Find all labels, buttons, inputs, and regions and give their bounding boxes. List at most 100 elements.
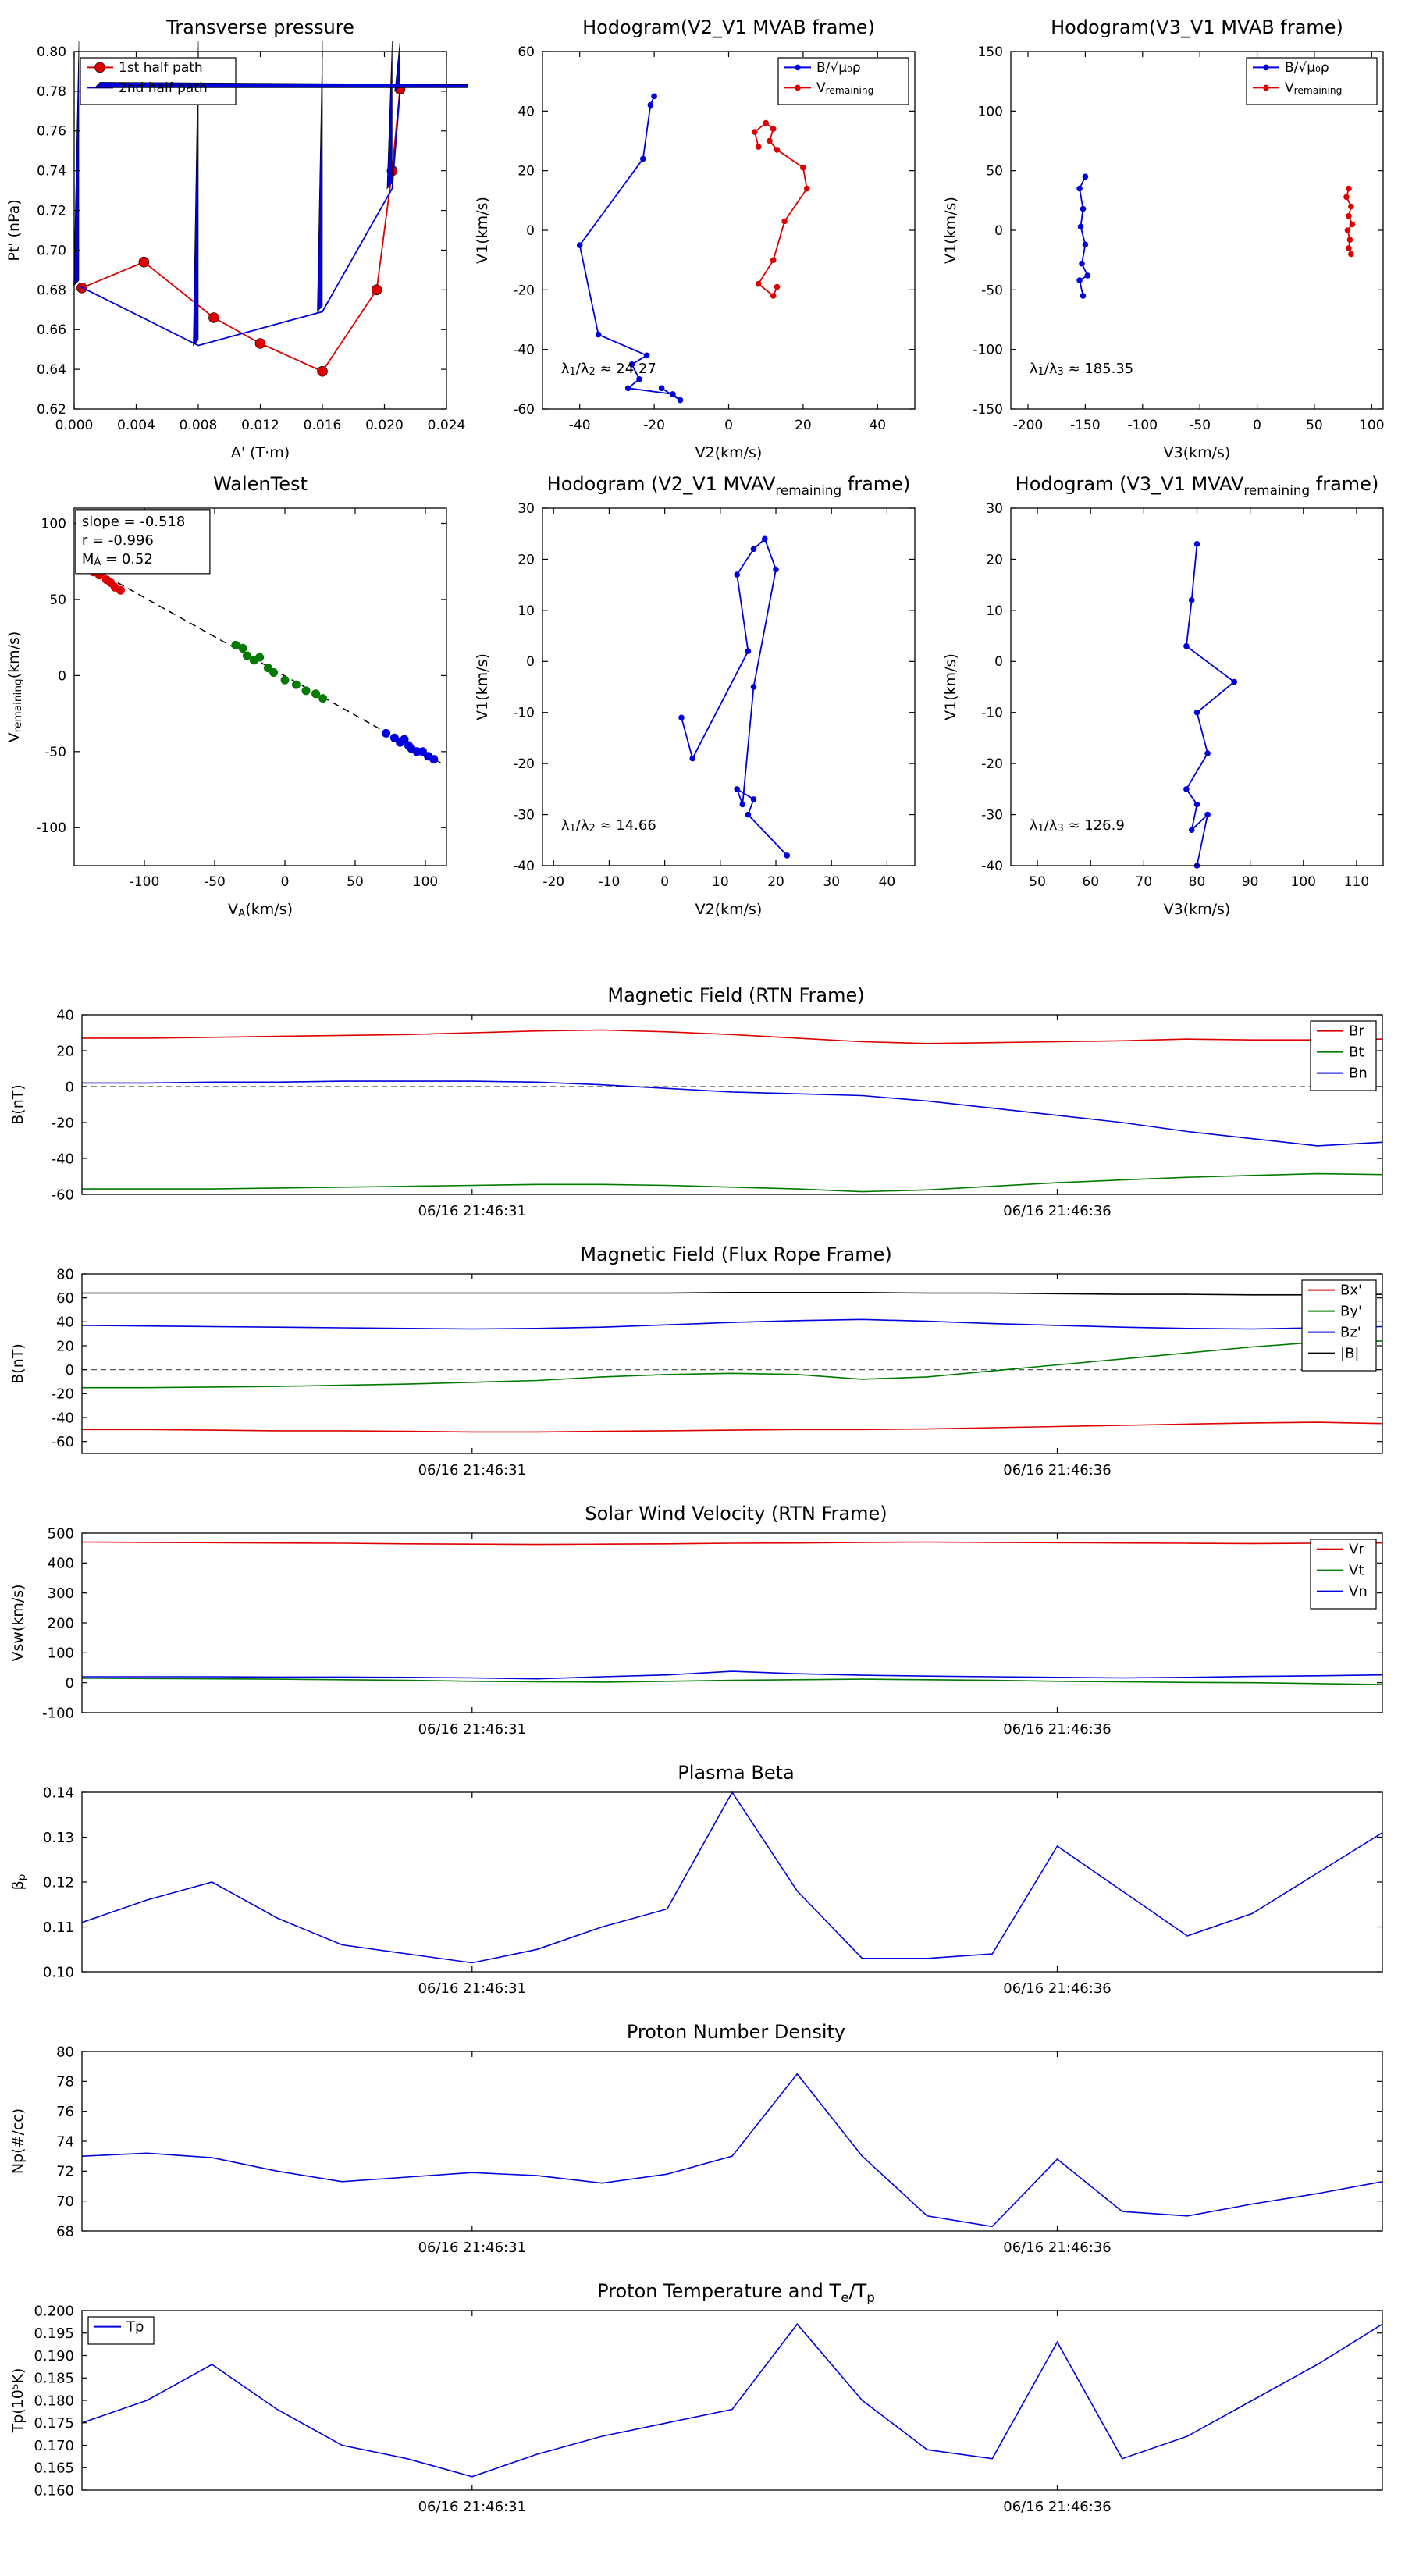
svg-text:30: 30 bbox=[823, 874, 840, 890]
chart-svg: 06/16 21:46:31 06/16 21:46:36 0.160 0.165 0.… bbox=[4, 2303, 1393, 2531]
svg-text:06/16 21:46:31: 06/16 21:46:31 bbox=[418, 1721, 526, 1738]
svg-text:10: 10 bbox=[518, 603, 535, 619]
svg-text:Vt: Vt bbox=[1349, 1563, 1364, 1579]
svg-text:0.016: 0.016 bbox=[304, 418, 342, 433]
svg-text:0.175: 0.175 bbox=[34, 2415, 74, 2432]
chart-canvas-plasma-beta: 06/16 21:46:31 06/16 21:46:36 0.10 0.11 0.12… bbox=[4, 1784, 1401, 2016]
svg-text:-20: -20 bbox=[513, 756, 535, 772]
svg-text:0: 0 bbox=[66, 1675, 74, 1692]
svg-text:60: 60 bbox=[56, 1290, 74, 1307]
svg-text:2nd half path: 2nd half path bbox=[119, 80, 208, 96]
svg-text:60: 60 bbox=[518, 44, 535, 60]
svg-text:40: 40 bbox=[56, 1009, 74, 1023]
chart-svg: 06/16 21:46:31 06/16 21:46:36 -60 -40 -20 0 20… bbox=[4, 1266, 1393, 1494]
svg-text:0.62: 0.62 bbox=[37, 402, 66, 418]
chart-canvas-hodogram-v2v1-mvab: -40 -20 0 20 40 -60 -40 -20 0 20 40 60 V2(km/s) V1(km… bbox=[468, 41, 937, 468]
svg-text:-60: -60 bbox=[52, 1434, 74, 1450]
svg-text:70: 70 bbox=[56, 2194, 74, 2210]
svg-text:VA(km/s): VA(km/s) bbox=[228, 901, 293, 920]
svg-text:slope = -0.518: slope = -0.518 bbox=[82, 514, 185, 530]
svg-text:06/16 21:46:36: 06/16 21:46:36 bbox=[1003, 1462, 1111, 1478]
svg-text:70: 70 bbox=[1136, 874, 1153, 890]
svg-text:40: 40 bbox=[879, 874, 896, 890]
svg-text:MA = 0.52: MA = 0.52 bbox=[82, 551, 153, 568]
chart-title-solar-wind-velocity: Solar Wind Velocity (RTN Frame) bbox=[585, 1503, 887, 1525]
svg-text:By': By' bbox=[1340, 1304, 1362, 1320]
chart-canvas-proton-temperature: 06/16 21:46:31 06/16 21:46:36 0.160 0.165 0.… bbox=[4, 2303, 1401, 2534]
svg-text:Tp: Tp bbox=[126, 2319, 144, 2336]
svg-text:100: 100 bbox=[978, 104, 1003, 119]
svg-text:-100: -100 bbox=[1127, 418, 1158, 433]
svg-text:0: 0 bbox=[281, 874, 290, 890]
time-series-stack: Magnetic Field (RTN Frame) 06/16 21:46:3… bbox=[0, 982, 1405, 2531]
svg-text:-20: -20 bbox=[52, 1386, 74, 1403]
svg-text:50: 50 bbox=[1029, 874, 1046, 890]
svg-text:-50: -50 bbox=[981, 283, 1003, 298]
chart-svg: -200 -150 -100 -50 0 50 100 -150 -100 -50 0 50 100 15… bbox=[937, 41, 1405, 465]
svg-text:V3(km/s): V3(km/s) bbox=[1164, 444, 1231, 461]
svg-text:0.000: 0.000 bbox=[55, 418, 94, 433]
svg-text:0: 0 bbox=[66, 1079, 74, 1095]
svg-text:0.74: 0.74 bbox=[37, 164, 66, 180]
svg-text:Vr: Vr bbox=[1349, 1542, 1364, 1558]
chart-title-transverse-pressure: Transverse pressure bbox=[166, 16, 354, 38]
svg-text:-40: -40 bbox=[52, 1410, 74, 1426]
svg-text:06/16 21:46:31: 06/16 21:46:31 bbox=[418, 1462, 526, 1478]
svg-text:-20: -20 bbox=[643, 418, 665, 433]
chart-proton-temperature: Proton Temperature and Te/Tp 06/16 21:46… bbox=[4, 2278, 1401, 2531]
svg-text:50: 50 bbox=[347, 874, 364, 890]
svg-text:-150: -150 bbox=[973, 402, 1003, 418]
svg-text:-10: -10 bbox=[599, 874, 621, 890]
svg-text:0.68: 0.68 bbox=[37, 283, 66, 298]
svg-text:0.190: 0.190 bbox=[34, 2348, 74, 2364]
chart-title-magnetic-field-rtn: Magnetic Field (RTN Frame) bbox=[607, 984, 865, 1006]
svg-text:V1(km/s): V1(km/s) bbox=[942, 653, 959, 720]
svg-text:r = -0.996: r = -0.996 bbox=[82, 532, 154, 549]
chart-svg: 06/16 21:46:31 06/16 21:46:36 68 70 72 74 76 78… bbox=[4, 2044, 1393, 2272]
svg-text:06/16 21:46:31: 06/16 21:46:31 bbox=[418, 2240, 526, 2256]
chart-canvas-hodogram-v3v1-mvav: 50 60 70 80 90 100 110 -40 -30 -20 -10 0 10 20 30 V3(km… bbox=[937, 497, 1405, 925]
chart-hodogram-v2v1-mvav: Hodogram (V2_V1 MVAVremaining frame) -20… bbox=[468, 471, 937, 923]
svg-text:B(nT): B(nT) bbox=[9, 1343, 27, 1384]
svg-text:0: 0 bbox=[994, 654, 1003, 670]
svg-text:76: 76 bbox=[56, 2104, 74, 2120]
svg-text:0.160: 0.160 bbox=[34, 2482, 74, 2499]
svg-text:1st half path: 1st half path bbox=[119, 60, 203, 76]
chart-svg: -100 -50 0 50 100-100-50050100VA(km/s)Vremai… bbox=[0, 497, 468, 922]
svg-text:0.66: 0.66 bbox=[37, 322, 66, 338]
svg-text:0: 0 bbox=[58, 668, 66, 684]
svg-text:0.76: 0.76 bbox=[37, 124, 66, 140]
svg-text:30: 30 bbox=[986, 501, 1003, 517]
chart-plasma-beta: Plasma Beta 06/16 21:46:31 06/16 21:46:36… bbox=[4, 1759, 1401, 2012]
svg-text:0.72: 0.72 bbox=[37, 204, 66, 219]
svg-text:-40: -40 bbox=[513, 343, 535, 358]
chart-svg: 06/16 21:46:31 06/16 21:46:36 -60 -40 -20 0 20… bbox=[4, 1007, 1393, 1235]
svg-text:20: 20 bbox=[518, 164, 535, 180]
svg-text:100: 100 bbox=[413, 874, 438, 890]
chart-transverse-pressure: Transverse pressure 0.000 0.004 0.008 0.012… bbox=[0, 14, 1005, 467]
svg-text:80: 80 bbox=[56, 2045, 74, 2060]
svg-text:06/16 21:46:36: 06/16 21:46:36 bbox=[1003, 1203, 1111, 1219]
svg-text:78: 78 bbox=[56, 2074, 74, 2090]
top-plots-grid: Transverse pressure 0.000 0.004 0.008 0.012… bbox=[0, 0, 1405, 927]
svg-text:60: 60 bbox=[1082, 874, 1099, 890]
svg-text:400: 400 bbox=[48, 1556, 74, 1572]
chart-canvas-solar-wind-velocity: 06/16 21:46:31 06/16 21:46:36 -100 0 100 200 3… bbox=[4, 1525, 1401, 1756]
svg-text:20: 20 bbox=[56, 1043, 74, 1059]
svg-text:B/√μ₀ρ: B/√μ₀ρ bbox=[816, 60, 861, 76]
svg-text:100: 100 bbox=[41, 516, 66, 532]
svg-text:Bn: Bn bbox=[1349, 1066, 1368, 1082]
svg-text:-50: -50 bbox=[1189, 418, 1211, 433]
svg-text:200: 200 bbox=[48, 1615, 74, 1631]
chart-title-proton-temperature: Proton Temperature and Te/Tp bbox=[597, 2280, 875, 2305]
svg-text:06/16 21:46:36: 06/16 21:46:36 bbox=[1003, 2499, 1111, 2515]
svg-text:-150: -150 bbox=[1070, 418, 1101, 433]
svg-text:V2(km/s): V2(km/s) bbox=[695, 444, 763, 461]
svg-text:0.11: 0.11 bbox=[43, 1920, 74, 1936]
svg-text:80: 80 bbox=[56, 1268, 74, 1283]
svg-text:50: 50 bbox=[1306, 418, 1323, 433]
svg-text:0: 0 bbox=[724, 418, 733, 433]
svg-text:0: 0 bbox=[526, 654, 535, 670]
chart-svg: 50 60 70 80 90 100 110 -40 -30 -20 -10 0 10 20 30 V3(km… bbox=[937, 497, 1405, 922]
